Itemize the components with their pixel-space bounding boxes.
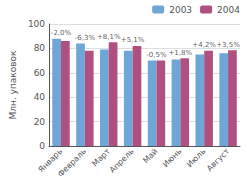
svg-text:+1,8%: +1,8% xyxy=(169,49,193,57)
svg-text:-6,3%: -6,3% xyxy=(75,34,96,42)
svg-text:20: 20 xyxy=(34,117,46,127)
svg-text:+8,1%: +8,1% xyxy=(97,33,121,41)
svg-text:Апрель: Апрель xyxy=(108,147,136,175)
svg-text:Август: Август xyxy=(205,147,232,174)
svg-text:-2,0%: -2,0% xyxy=(51,29,72,37)
svg-text:-0,5%: -0,5% xyxy=(146,51,167,59)
svg-text:+3,5%: +3,5% xyxy=(216,41,240,49)
svg-text:80: 80 xyxy=(34,43,46,53)
svg-text:0: 0 xyxy=(39,141,45,151)
svg-text:40: 40 xyxy=(34,92,46,102)
svg-text:Февраль: Февраль xyxy=(56,147,88,179)
svg-text:+5,1%: +5,1% xyxy=(121,36,145,44)
svg-text:100: 100 xyxy=(28,19,45,29)
svg-text:Млн. упаковок: Млн. упаковок xyxy=(8,50,18,120)
svg-text:+4,2%: +4,2% xyxy=(192,41,216,49)
svg-text:2004: 2004 xyxy=(217,5,240,15)
svg-text:Январь: Январь xyxy=(36,146,65,175)
svg-text:60: 60 xyxy=(34,68,46,78)
svg-text:Июль: Июль xyxy=(185,147,207,169)
svg-text:Май: Май xyxy=(141,147,159,165)
svg-text:Март: Март xyxy=(90,147,112,169)
svg-text:Июнь: Июнь xyxy=(161,147,184,170)
svg-text:2003: 2003 xyxy=(169,5,192,15)
